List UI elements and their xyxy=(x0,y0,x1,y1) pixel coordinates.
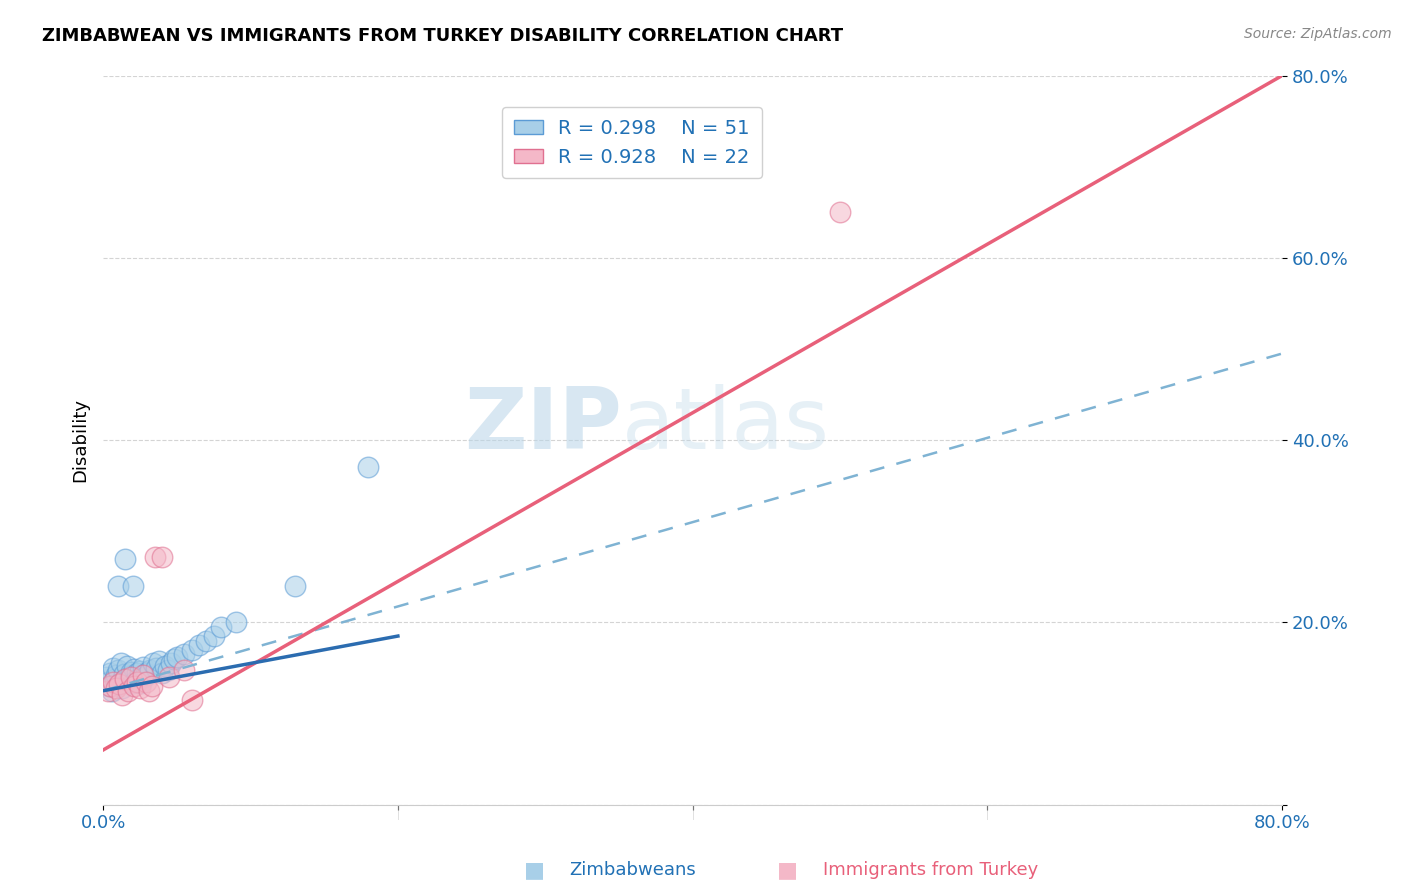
Point xyxy=(150,549,173,564)
Point xyxy=(284,579,307,593)
Point xyxy=(141,679,163,693)
Point xyxy=(120,665,142,679)
Text: atlas: atlas xyxy=(621,384,830,467)
Point xyxy=(107,663,129,677)
Legend: R = 0.298    N = 51, R = 0.928    N = 22: R = 0.298 N = 51, R = 0.928 N = 22 xyxy=(502,107,762,178)
Point xyxy=(163,652,186,666)
Point xyxy=(132,660,155,674)
Point xyxy=(96,683,118,698)
Point xyxy=(114,551,136,566)
Point xyxy=(202,629,225,643)
Point xyxy=(114,672,136,686)
Point xyxy=(114,672,136,686)
Point xyxy=(101,683,124,698)
Point xyxy=(138,683,160,698)
Point xyxy=(209,620,232,634)
Text: Zimbabweans: Zimbabweans xyxy=(569,861,696,879)
Point xyxy=(135,665,157,680)
Point xyxy=(131,675,153,690)
Y-axis label: Disability: Disability xyxy=(72,398,89,482)
Point xyxy=(160,657,183,671)
Point xyxy=(173,648,195,662)
Point xyxy=(98,679,121,693)
Text: Source: ZipAtlas.com: Source: ZipAtlas.com xyxy=(1244,27,1392,41)
Point xyxy=(180,642,202,657)
Point xyxy=(195,633,218,648)
Point xyxy=(150,665,173,680)
Point xyxy=(120,670,142,684)
Point xyxy=(121,579,143,593)
Point xyxy=(173,663,195,677)
Point xyxy=(103,661,125,675)
Point xyxy=(828,205,851,219)
Point xyxy=(136,668,159,682)
Point xyxy=(118,669,141,683)
Point xyxy=(139,663,162,677)
Point xyxy=(112,667,135,681)
Text: ■: ■ xyxy=(524,860,544,880)
Text: ZIMBABWEAN VS IMMIGRANTS FROM TURKEY DISABILITY CORRELATION CHART: ZIMBABWEAN VS IMMIGRANTS FROM TURKEY DIS… xyxy=(42,27,844,45)
Point xyxy=(129,681,152,695)
Point xyxy=(105,668,128,682)
Point xyxy=(111,681,134,695)
Text: ■: ■ xyxy=(778,860,797,880)
Text: ZIP: ZIP xyxy=(464,384,621,467)
Text: Immigrants from Turkey: Immigrants from Turkey xyxy=(823,861,1038,879)
Point xyxy=(135,674,157,689)
Point xyxy=(128,671,150,685)
Point xyxy=(156,663,179,677)
Point xyxy=(103,674,125,689)
Point xyxy=(357,460,380,475)
Point xyxy=(153,659,176,673)
Point xyxy=(105,681,128,695)
Point xyxy=(94,670,117,684)
Point xyxy=(115,659,138,673)
Point xyxy=(107,579,129,593)
Point xyxy=(100,665,122,680)
Point xyxy=(187,638,209,652)
Point xyxy=(125,666,148,681)
Point xyxy=(134,670,156,684)
Point xyxy=(225,615,247,630)
Point xyxy=(148,654,170,668)
Point xyxy=(121,676,143,690)
Point xyxy=(122,662,145,676)
Point xyxy=(124,673,146,687)
Point xyxy=(180,693,202,707)
Point xyxy=(143,549,166,564)
Point xyxy=(117,683,139,698)
Point xyxy=(132,668,155,682)
Point xyxy=(100,679,122,693)
Point xyxy=(145,661,167,675)
Point xyxy=(96,674,118,689)
Point xyxy=(129,664,152,678)
Point xyxy=(108,677,131,691)
Point xyxy=(110,657,132,671)
Point xyxy=(125,674,148,689)
Point xyxy=(166,650,188,665)
Point xyxy=(159,670,181,684)
Point xyxy=(117,673,139,688)
Point xyxy=(142,657,165,671)
Point xyxy=(122,679,145,693)
Point xyxy=(111,688,134,702)
Point xyxy=(108,677,131,691)
Point xyxy=(104,672,127,686)
